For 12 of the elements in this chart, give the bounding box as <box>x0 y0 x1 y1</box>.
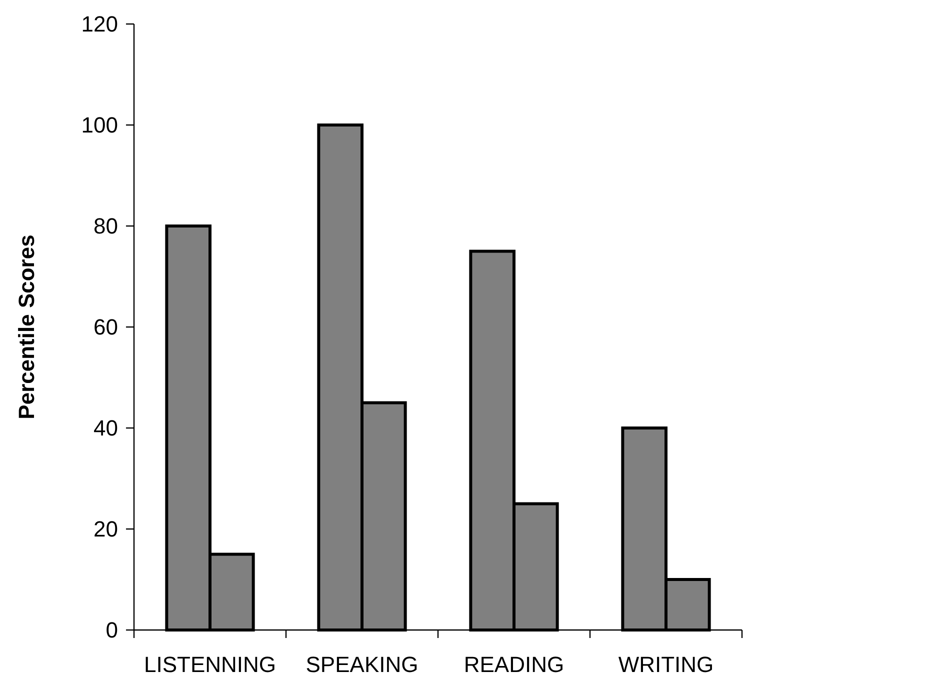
y-tick-label: 60 <box>94 314 118 340</box>
x-tick-label: READING <box>464 652 564 677</box>
y-tick-label: 100 <box>81 112 118 138</box>
y-tick-label: 80 <box>94 214 118 239</box>
x-tick-label: SPEAKING <box>306 652 418 677</box>
y-tick-label: 40 <box>94 416 118 441</box>
y-tick-label: 0 <box>106 618 118 643</box>
y-axis-title: Percentile Scores <box>14 234 39 420</box>
y-tick-label: 120 <box>81 12 118 37</box>
y-tick-label: 20 <box>94 516 118 542</box>
x-tick-label: WRITING <box>618 652 714 677</box>
x-tick-label: LISTENNING <box>144 652 276 677</box>
